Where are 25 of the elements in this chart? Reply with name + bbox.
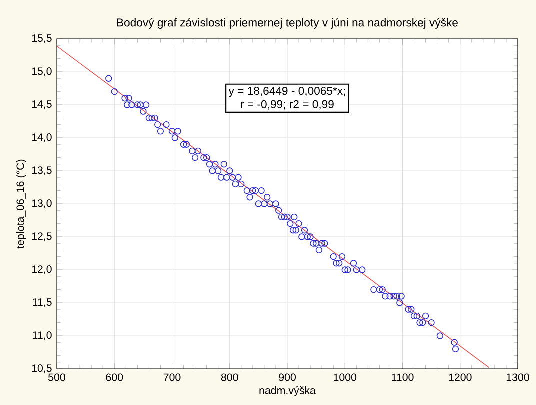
y-tick-label: 12,5 bbox=[32, 232, 52, 242]
chart-title: Bodový graf závislosti priemernej teploty v júni na nadmorskej výške bbox=[117, 18, 458, 29]
x-tick-label: 500 bbox=[48, 374, 66, 382]
x-tick-label: 800 bbox=[221, 374, 238, 382]
y-tick-label: 14,5 bbox=[32, 100, 52, 110]
annotation: y = 18,6449 - 0,0065*x; bbox=[228, 87, 346, 98]
y-tick-label: 15,0 bbox=[32, 68, 52, 76]
y-tick-label: 14,0 bbox=[32, 134, 52, 142]
x-tick-label: 600 bbox=[106, 374, 124, 382]
annotation: r = -0,99; r2 = 0,99 bbox=[241, 100, 334, 110]
x-axis-title: nadm.výška bbox=[260, 386, 316, 396]
y-tick-label: 10,5 bbox=[32, 364, 52, 374]
y-axis-title: teplota_06_16 (°C) bbox=[16, 160, 26, 249]
x-tick-label: 1100 bbox=[392, 374, 414, 382]
y-tick-label: 11,0 bbox=[33, 332, 52, 340]
x-tick-label: 1200 bbox=[449, 374, 472, 382]
x-tick-label: 700 bbox=[164, 374, 181, 382]
y-tick-label: 12,0 bbox=[32, 266, 52, 274]
y-tick-label: 11,5 bbox=[33, 298, 52, 308]
y-tick-label: 15,5 bbox=[32, 34, 52, 44]
x-tick-label: 900 bbox=[279, 374, 296, 382]
x-tick-label: 1000 bbox=[334, 374, 357, 382]
x-tick-label: 1300 bbox=[506, 374, 530, 382]
y-tick-label: 13,5 bbox=[32, 166, 52, 176]
y-tick-label: 13,0 bbox=[32, 200, 52, 208]
